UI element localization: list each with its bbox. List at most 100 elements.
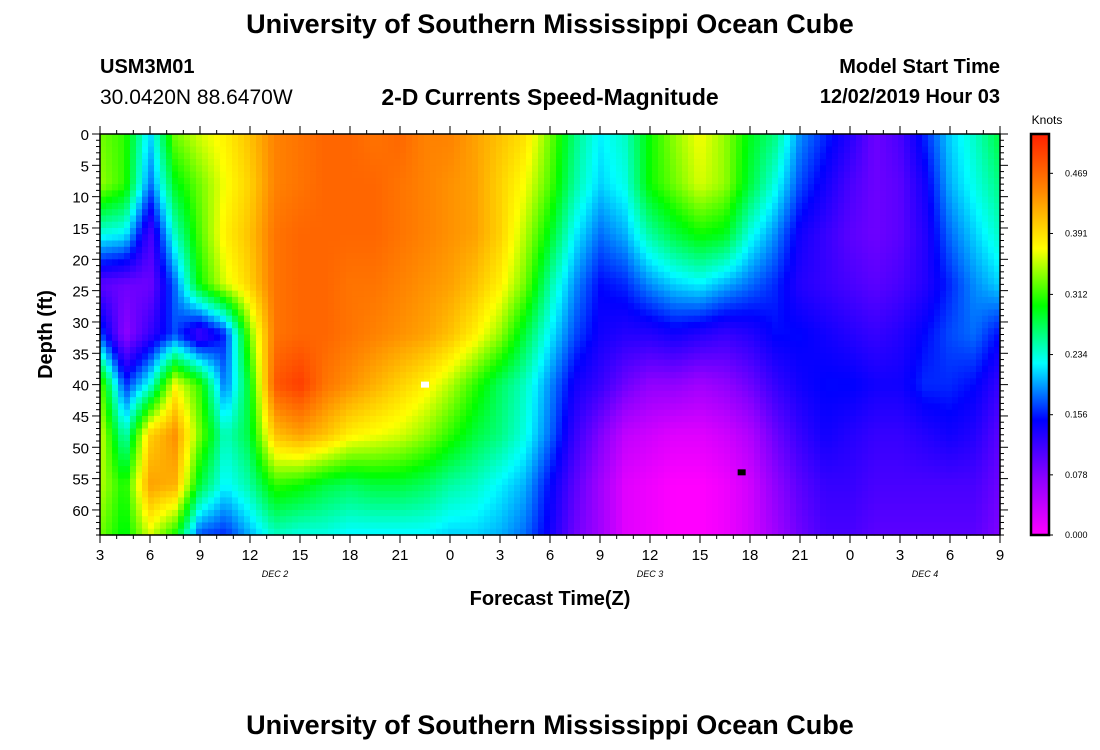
heatmap-cell <box>442 165 449 173</box>
heatmap-cell <box>634 303 641 311</box>
heatmap-cell <box>214 215 221 223</box>
heatmap-cell <box>862 190 869 198</box>
heatmap-cell <box>940 290 947 298</box>
heatmap-cell <box>160 315 167 323</box>
heatmap-cell <box>760 303 767 311</box>
heatmap-cell <box>634 221 641 229</box>
heatmap-cell <box>556 284 563 292</box>
heatmap-cell <box>166 278 173 285</box>
heatmap-cell <box>184 190 191 198</box>
heatmap-cell <box>778 234 785 242</box>
heatmap-cell <box>928 315 935 323</box>
heatmap-cell <box>868 234 875 242</box>
heatmap-cell <box>796 177 803 185</box>
heatmap-cell <box>118 240 125 248</box>
heatmap-cell <box>388 234 395 242</box>
heatmap-cell <box>130 334 137 342</box>
heatmap-cell <box>580 328 587 336</box>
heatmap-cell <box>604 234 611 242</box>
heatmap-cell <box>946 321 953 329</box>
heatmap-cell <box>712 246 719 254</box>
heatmap-cell <box>142 240 149 248</box>
heatmap-cell <box>610 303 617 311</box>
heatmap-cell <box>988 171 995 179</box>
heatmap-cell <box>400 246 407 254</box>
heatmap-cell <box>118 221 125 229</box>
heatmap-cell <box>670 221 677 229</box>
heatmap-cell <box>190 209 197 217</box>
heatmap-cell <box>940 259 947 267</box>
heatmap-cell <box>472 321 479 329</box>
heatmap-cell <box>760 309 767 317</box>
heatmap-cell <box>526 184 533 191</box>
heatmap-cell <box>496 152 503 160</box>
heatmap-cell <box>268 334 275 342</box>
heatmap-cell <box>124 265 131 273</box>
heatmap-cell <box>940 296 947 304</box>
heatmap-cell <box>916 190 923 198</box>
heatmap-cell <box>826 215 833 223</box>
heatmap-cell <box>250 246 257 254</box>
heatmap-cell <box>574 134 581 141</box>
heatmap-cell <box>112 321 119 329</box>
heatmap-cell <box>178 278 185 285</box>
heatmap-cell <box>874 152 881 160</box>
heatmap-cell <box>436 184 443 191</box>
heatmap-cell <box>658 309 665 317</box>
heatmap-cell <box>970 152 977 160</box>
heatmap-cell <box>484 284 491 292</box>
heatmap-cell <box>220 334 227 342</box>
heatmap-cell <box>964 271 971 279</box>
heatmap-cell <box>442 184 449 191</box>
heatmap-cell <box>340 340 347 348</box>
heatmap-cell <box>784 134 791 141</box>
heatmap-cell <box>142 171 149 179</box>
heatmap-cell <box>838 134 845 141</box>
heatmap-cell <box>508 309 515 317</box>
heatmap-cell <box>934 177 941 185</box>
heatmap-cell <box>574 227 581 235</box>
heatmap-cell <box>736 177 743 185</box>
heatmap-cell <box>226 184 233 191</box>
heatmap-cell <box>592 271 599 279</box>
heatmap-cell <box>160 246 167 254</box>
heatmap-cell <box>142 196 149 204</box>
heatmap-cell <box>730 146 737 154</box>
heatmap-cell <box>136 234 143 242</box>
heatmap-cell <box>370 303 377 311</box>
heatmap-cell <box>394 152 401 160</box>
heatmap-cell <box>262 221 269 229</box>
heatmap-cell <box>772 146 779 154</box>
heatmap-cell <box>754 196 761 204</box>
heatmap-cell <box>946 253 953 260</box>
heatmap-cell <box>616 303 623 311</box>
heatmap-cell <box>388 202 395 210</box>
heatmap-cell <box>244 334 251 342</box>
heatmap-cell <box>814 196 821 204</box>
heatmap-cell <box>832 227 839 235</box>
heatmap-cell <box>280 202 287 210</box>
heatmap-cell <box>910 140 917 148</box>
heatmap-cell <box>352 171 359 179</box>
heatmap-cell <box>604 321 611 329</box>
heatmap-cell <box>256 253 263 260</box>
heatmap-cell <box>310 134 317 141</box>
heatmap-cell <box>706 334 713 342</box>
heatmap-cell <box>652 159 659 166</box>
heatmap-cell <box>160 152 167 160</box>
heatmap-cell <box>244 159 251 166</box>
heatmap-cell <box>562 290 569 298</box>
heatmap-cell <box>838 290 845 298</box>
heatmap-cell <box>298 271 305 279</box>
heatmap-cell <box>694 246 701 254</box>
heatmap-cell <box>880 140 887 148</box>
heatmap-cell <box>760 240 767 248</box>
heatmap-cell <box>934 290 941 298</box>
heatmap-cell <box>274 290 281 298</box>
heatmap-cell <box>790 253 797 260</box>
heatmap-cell <box>676 271 683 279</box>
heatmap-cell <box>688 184 695 191</box>
heatmap-cell <box>334 240 341 248</box>
heatmap-cell <box>988 284 995 292</box>
heatmap-cell <box>262 140 269 148</box>
